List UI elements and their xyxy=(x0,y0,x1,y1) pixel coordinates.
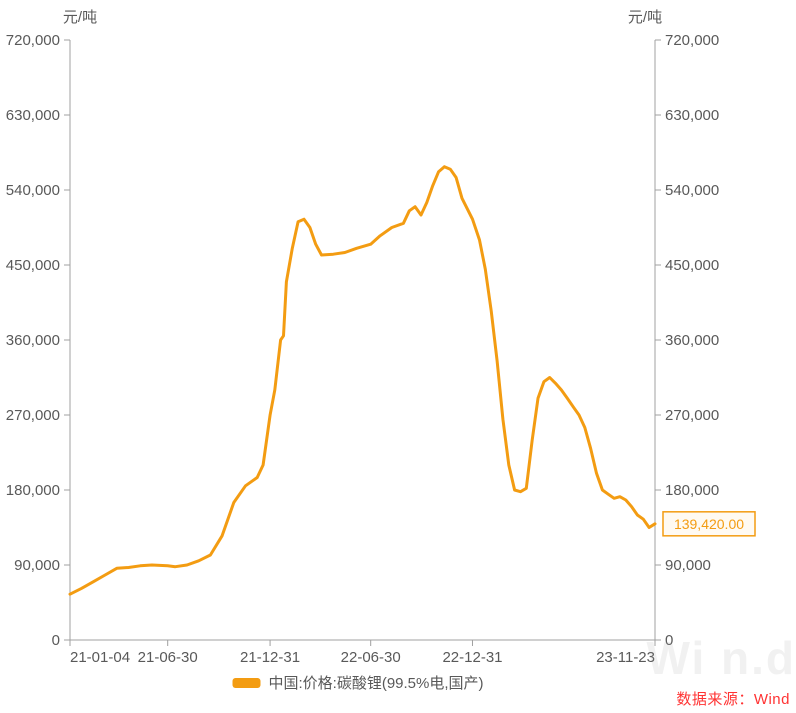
y-tick-left: 270,000 xyxy=(6,407,60,424)
y-tick-right: 540,000 xyxy=(665,182,719,199)
price-chart: 元/吨 元/吨 0 0 90,000 90,000 180,000 180,000 270,00… xyxy=(0,0,796,713)
x-tick: 21-01-04 xyxy=(70,649,130,666)
y-tick-left: 540,000 xyxy=(6,182,60,199)
y-tick-left: 630,000 xyxy=(6,107,60,124)
x-tick: 21-06-30 xyxy=(138,649,198,666)
y-tick-left: 360,000 xyxy=(6,332,60,349)
legend-label: 中国:价格:碳酸锂(99.5%电,国产) xyxy=(269,675,484,692)
endpoint-value: 139,420.00 xyxy=(674,516,744,532)
y-tick-right: 450,000 xyxy=(665,257,719,274)
y-tick-right: 90,000 xyxy=(665,557,711,574)
x-tick: 22-06-30 xyxy=(341,649,401,666)
y-tick-right: 360,000 xyxy=(665,332,719,349)
x-tick: 22-12-31 xyxy=(442,649,502,666)
data-source-label: 数据来源：Wind xyxy=(676,688,790,709)
y-tick-left: 180,000 xyxy=(6,482,60,499)
y-tick-left: 720,000 xyxy=(6,32,60,49)
x-tick: 23-11-23 xyxy=(596,649,655,666)
y-tick-right: 180,000 xyxy=(665,482,719,499)
y-left-unit: 元/吨 xyxy=(63,9,97,26)
legend-swatch xyxy=(233,678,261,688)
y-tick-right: 270,000 xyxy=(665,407,719,424)
y-tick-right: 0 xyxy=(665,632,673,649)
chart-svg: 元/吨 元/吨 0 0 90,000 90,000 180,000 180,000 270,00… xyxy=(0,0,796,713)
y-right-unit: 元/吨 xyxy=(628,9,662,26)
x-tick: 21-12-31 xyxy=(240,649,300,666)
y-tick-right: 720,000 xyxy=(665,32,719,49)
y-tick-left: 90,000 xyxy=(14,557,60,574)
y-tick-left: 450,000 xyxy=(6,257,60,274)
y-tick-right: 630,000 xyxy=(665,107,719,124)
price-line xyxy=(70,167,655,595)
y-tick-left: 0 xyxy=(52,632,60,649)
